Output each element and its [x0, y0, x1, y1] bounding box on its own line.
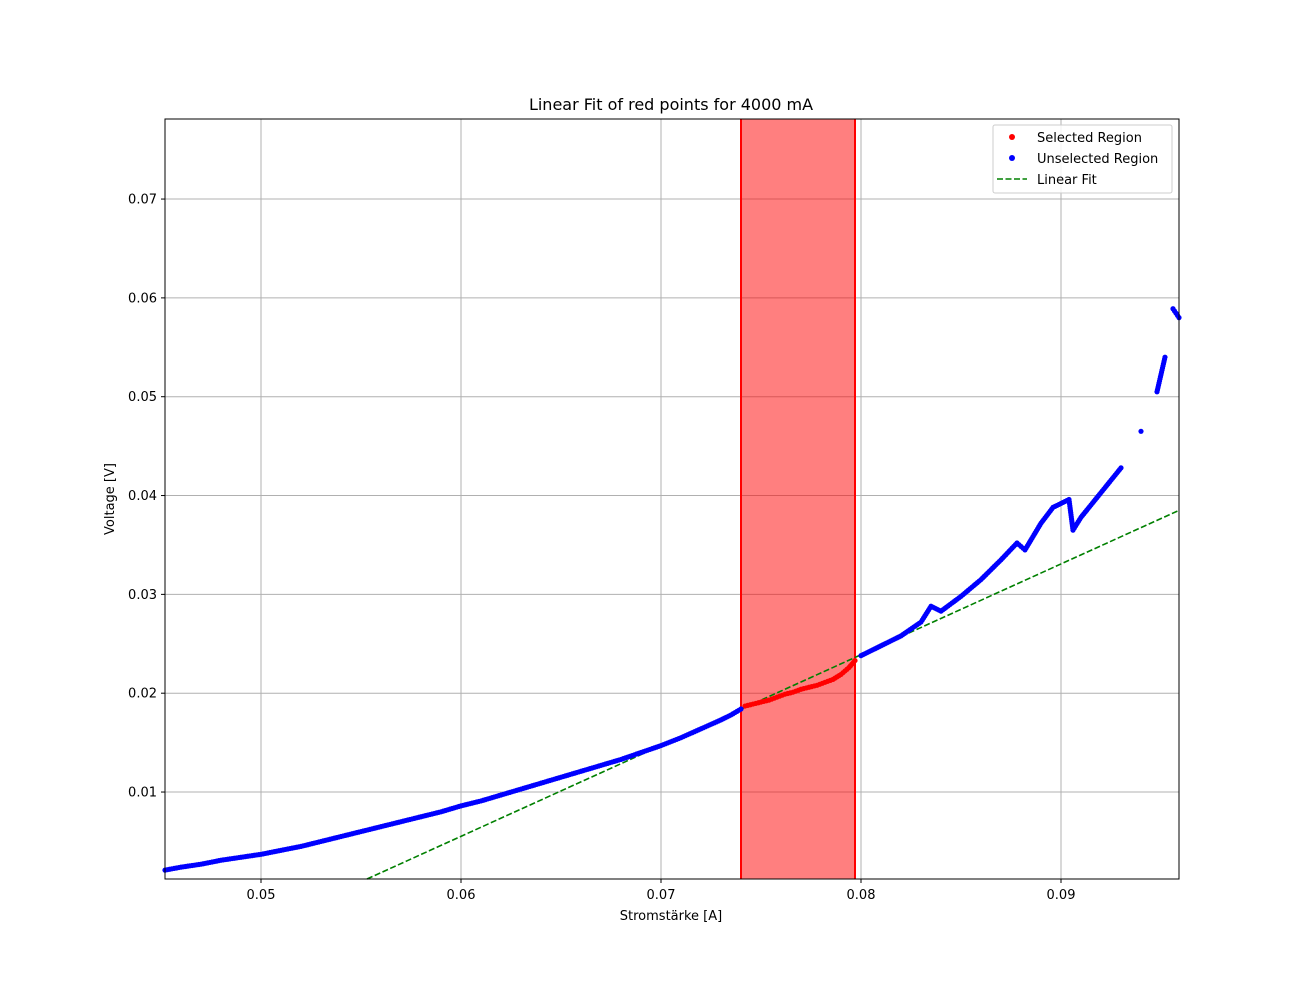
unselected-point [1012, 542, 1019, 548]
unselected-point [616, 757, 622, 763]
unselected-point [876, 644, 882, 650]
x-axis-label: Stromstärke [A] [620, 909, 722, 924]
legend-label-selected: Selected Region [1037, 131, 1142, 146]
unselected-point [636, 750, 642, 756]
unselected-point [896, 634, 902, 640]
unselected-point [276, 848, 282, 854]
unselected-point [176, 864, 182, 871]
chart-title: Linear Fit of red points for 4000 mA [529, 95, 813, 114]
unselected-point [316, 839, 322, 845]
selected-point [755, 700, 761, 706]
unselected-point [216, 858, 222, 864]
y-tick-label: 0.06 [128, 291, 157, 306]
selected-point [795, 687, 801, 693]
unselected-point [696, 727, 702, 733]
unselected-point [1096, 491, 1103, 497]
ticks: 0.05 0.06 0.07 0.08 0.09 0.01 0.02 0.03 0.04 0.05… [128, 193, 1075, 903]
unselected-point [256, 852, 262, 858]
unselected-point [676, 735, 682, 742]
grid [165, 119, 1179, 879]
legend-label-fit: Linear Fit [1037, 173, 1097, 188]
selected-point [819, 680, 825, 686]
unselected-point [726, 713, 732, 719]
unselected-point [1077, 516, 1083, 523]
unselected-point [956, 595, 962, 601]
unselected-point [516, 787, 522, 793]
legend: Selected Region Unselected Region Linear… [992, 124, 1173, 194]
selected-point [811, 683, 817, 689]
unselected-point [416, 814, 422, 820]
selected-point [844, 666, 850, 672]
legend-marker-unselected [1009, 155, 1015, 161]
selected-region-band [740, 119, 856, 879]
x-tick-label: 0.06 [447, 888, 476, 903]
unselected-point [1161, 356, 1168, 362]
selected-region-fill [741, 119, 855, 879]
x-tick-label: 0.08 [847, 888, 876, 903]
legend-box [992, 124, 1173, 194]
y-tick-label: 0.03 [128, 588, 157, 603]
x-tick-label: 0.05 [247, 888, 276, 903]
unselected-point [596, 763, 602, 769]
linear-fit-path [366, 509, 1180, 880]
unselected-point [476, 798, 482, 805]
unselected-point [976, 578, 982, 584]
y-tick-label: 0.01 [128, 786, 157, 801]
unselected-point [1116, 467, 1123, 473]
unselected-point [376, 824, 382, 830]
unselected-point [496, 793, 502, 799]
unselected-point [996, 558, 1002, 565]
unselected-point [936, 607, 942, 613]
unselected-point [196, 861, 202, 868]
unselected-point [336, 834, 342, 840]
selected-point [747, 702, 753, 708]
selected-point [771, 695, 777, 701]
y-tick-label: 0.04 [128, 489, 157, 504]
unselected-point [556, 775, 562, 781]
plot-frame [164, 118, 1180, 880]
unselected-point [296, 844, 302, 850]
x-tick-label: 0.07 [647, 888, 676, 903]
unselected-point [236, 854, 242, 861]
y-tick-label: 0.05 [128, 390, 157, 405]
unselected-point [536, 781, 542, 787]
unselected-point [916, 620, 922, 626]
unselected-points [162, 306, 1182, 873]
selected-point [850, 659, 857, 665]
selected-point [836, 673, 842, 679]
unselected-point [576, 769, 582, 775]
unselected-point [656, 743, 662, 749]
selected-point [787, 690, 793, 696]
linear-fit-line [366, 509, 1180, 880]
y-tick-label: 0.07 [128, 193, 157, 208]
unselected-point [456, 803, 462, 810]
selected-point [827, 677, 833, 683]
unselected-point [356, 829, 362, 835]
selected-point [803, 685, 809, 691]
y-axis-label: Voltage [V] [103, 463, 118, 535]
selected-point [763, 698, 769, 704]
unselected-point [436, 809, 442, 815]
unselected-point [1037, 522, 1043, 528]
data-points [162, 306, 1182, 873]
legend-marker-selected [1009, 134, 1015, 140]
unselected-point [716, 718, 722, 724]
unselected-point [1138, 428, 1144, 434]
selected-points [742, 657, 858, 709]
y-tick-label: 0.02 [128, 687, 157, 702]
x-tick-label: 0.09 [1047, 888, 1076, 903]
legend-label-unselected: Unselected Region [1037, 152, 1158, 167]
unselected-point [736, 707, 742, 713]
selected-point [779, 692, 785, 698]
unselected-point [396, 819, 402, 825]
